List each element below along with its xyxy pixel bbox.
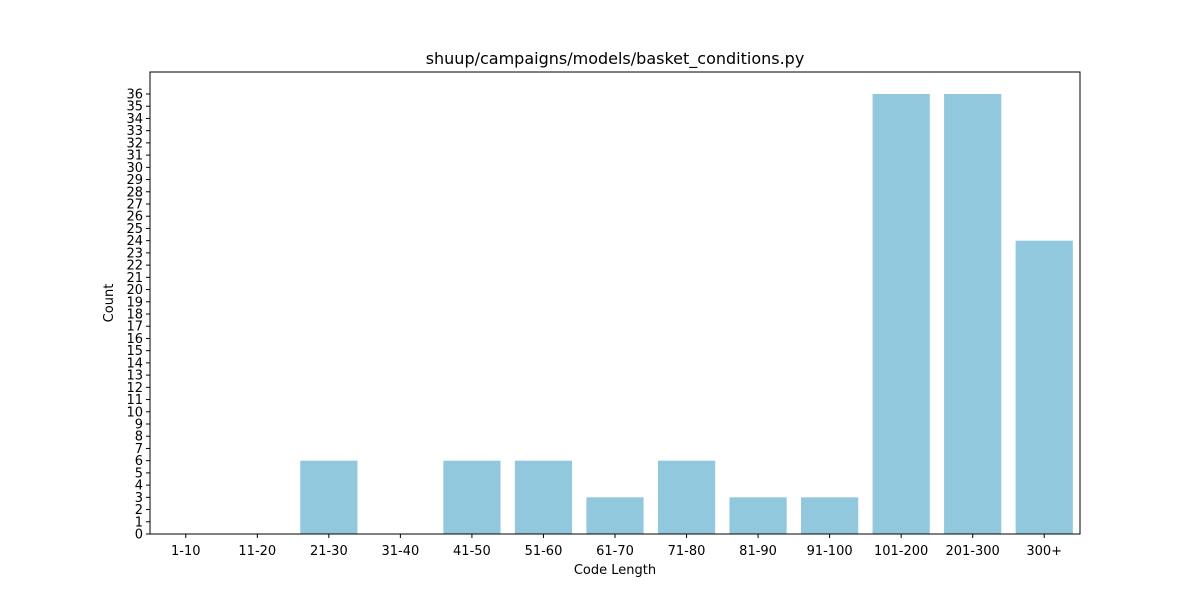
chart-title: shuup/campaigns/models/basket_conditions… <box>426 49 805 69</box>
x-tick-label: 81-90 <box>739 544 777 559</box>
x-tick-label: 21-30 <box>310 544 348 559</box>
bar-41-50 <box>443 461 500 534</box>
x-tick-label: 101-200 <box>874 544 928 559</box>
bar-71-80 <box>658 461 715 534</box>
bar-81-90 <box>729 497 786 534</box>
bar-201-300 <box>944 94 1001 534</box>
x-tick-label: 201-300 <box>946 544 1000 559</box>
bar-300+ <box>1016 241 1073 534</box>
y-tick-label: 36 <box>126 88 143 103</box>
x-tick-label: 11-20 <box>238 544 276 559</box>
y-axis: 0123456789101112131415161718192021222324… <box>126 88 150 543</box>
x-tick-label: 31-40 <box>381 544 419 559</box>
x-axis-label: Code Length <box>574 563 656 578</box>
x-axis: 1-10 11-20 21-30 31-40 41-50 51-60 61-70 71-80 8… <box>171 534 1062 559</box>
plot-frame <box>150 72 1080 534</box>
x-tick-label: 300+ <box>1026 544 1062 559</box>
x-tick-label: 51-60 <box>525 544 563 559</box>
bars-layer <box>300 94 1073 534</box>
bar-51-60 <box>515 461 572 534</box>
bar-61-70 <box>586 497 643 534</box>
y-axis-label: Count <box>102 284 117 323</box>
x-tick-label: 61-70 <box>596 544 634 559</box>
bar-21-30 <box>300 461 357 534</box>
bar-91-100 <box>801 497 858 534</box>
x-tick-label: 71-80 <box>668 544 706 559</box>
x-tick-label: 41-50 <box>453 544 491 559</box>
x-tick-label: 91-100 <box>807 544 853 559</box>
bar-101-200 <box>873 94 930 534</box>
x-tick-label: 1-10 <box>171 544 201 559</box>
